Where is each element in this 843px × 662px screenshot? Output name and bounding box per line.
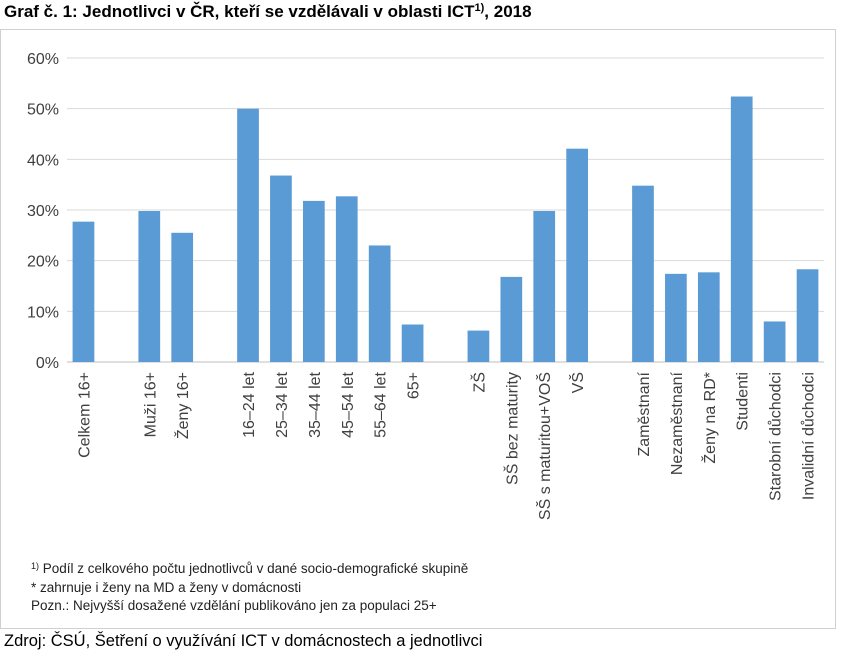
- y-tick-label: 10%: [27, 304, 59, 321]
- bar: [796, 269, 819, 362]
- bar: [171, 232, 194, 362]
- y-axis: 0% 10% 20% 30% 40% 50% 60%: [27, 51, 59, 372]
- x-axis-labels: Celkem 16+ Muži 16+ Ženy 16+ 16–24 let 25–34…: [76, 371, 817, 520]
- y-tick-label: 20%: [27, 254, 59, 271]
- chart-title: Graf č. 1: Jednotlivci v ČR, kteří se vz…: [4, 2, 532, 22]
- x-tick-label: Celkem 16+: [76, 372, 93, 458]
- x-tick-label: Invalidní důchodci: [800, 372, 818, 500]
- bar: [533, 211, 556, 362]
- chart-title-footnote-mark: 1): [474, 2, 485, 14]
- x-tick-label: Nezaměstnaní: [669, 371, 686, 475]
- bar: [665, 273, 687, 362]
- x-tick-label: SŠ s maturitou+VOŠ: [535, 372, 554, 520]
- source-line: Zdroj: ČSÚ, Šetření o využívání ICT v do…: [4, 632, 483, 650]
- x-tick-label: Studenti: [735, 372, 752, 431]
- bar: [72, 221, 95, 362]
- x-tick-label: VŠ: [568, 372, 587, 393]
- asterisk-note: * zahrnuje i ženy na MD a ženy v domácno…: [31, 579, 302, 595]
- x-tick-label: Zaměstnaní: [636, 371, 653, 456]
- x-tick-label: Muži 16+: [142, 372, 159, 437]
- gridlines: [67, 57, 824, 363]
- bar: [335, 196, 358, 362]
- bars: [72, 96, 819, 363]
- y-tick-label: 30%: [27, 203, 59, 220]
- bar: [566, 148, 589, 362]
- bar: [368, 245, 391, 362]
- x-tick-label: SŠ bez maturity: [502, 372, 521, 485]
- bar: [401, 324, 424, 362]
- x-tick-label: 35–44 let: [307, 371, 324, 437]
- bar: [467, 330, 490, 362]
- y-tick-label: 0%: [36, 355, 59, 372]
- x-tick-label: 25–34 let: [274, 371, 291, 437]
- y-tick-label: 50%: [27, 102, 59, 119]
- bar-chart: 0% 10% 20% 30% 40% 50% 60% Celkem 16+ Muži 16+ Ž…: [27, 51, 824, 520]
- pozn-note: Pozn.: Nejvyšší dosažené vzdělání publik…: [31, 598, 437, 613]
- footnote-text: Podíl z celkového počtu jednotlivců v da…: [39, 561, 469, 576]
- bar: [237, 108, 259, 363]
- x-tick-label: 55–64 let: [373, 371, 390, 437]
- x-tick-label: Ženy na RD*: [700, 372, 719, 464]
- bar: [730, 96, 753, 363]
- chart-title-suffix: , 2018: [484, 2, 532, 21]
- bar: [138, 211, 161, 362]
- bar: [763, 321, 786, 362]
- bar: [632, 185, 654, 362]
- x-tick-label: Ženy 16+: [173, 372, 192, 439]
- y-tick-label: 40%: [27, 152, 59, 169]
- chart-notes: 1) Podíl z celkového počtu jednotlivců v…: [31, 557, 468, 616]
- bar: [500, 276, 523, 362]
- bar: [697, 272, 720, 362]
- footnote-1: 1) Podíl z celkového počtu jednotlivců v…: [31, 557, 468, 579]
- chart-title-text: Graf č. 1: Jednotlivci v ČR, kteří se vz…: [4, 2, 475, 21]
- x-tick-label: 45–54 let: [340, 371, 357, 437]
- footnote-mark: 1): [31, 561, 40, 571]
- x-tick-label: 65+: [406, 372, 423, 399]
- x-tick-label: ZŠ: [469, 372, 488, 392]
- y-tick-label: 60%: [27, 51, 59, 68]
- x-tick-label: Starobní důchodci: [767, 372, 785, 501]
- chart-frame: 0% 10% 20% 30% 40% 50% 60% Celkem 16+ Muži 16+ Ž…: [0, 29, 836, 629]
- bar: [302, 200, 325, 362]
- bar: [270, 175, 292, 362]
- x-tick-label: 16–24 let: [241, 371, 258, 437]
